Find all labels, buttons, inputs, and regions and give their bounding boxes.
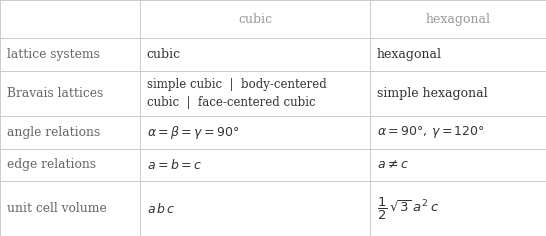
Text: Bravais lattices: Bravais lattices	[7, 87, 103, 100]
Text: simple hexagonal: simple hexagonal	[377, 87, 488, 100]
Text: $a = b = c$: $a = b = c$	[147, 158, 202, 172]
Text: $\alpha = 90°,\, \gamma = 120°$: $\alpha = 90°,\, \gamma = 120°$	[377, 124, 485, 140]
Text: $a\,b\,c$: $a\,b\,c$	[147, 202, 175, 215]
Text: angle relations: angle relations	[7, 126, 100, 139]
Text: cubic: cubic	[147, 48, 181, 61]
Text: cubic: cubic	[238, 13, 272, 26]
Text: $\dfrac{1}{2}\,\sqrt{3}\;a^2\,c$: $\dfrac{1}{2}\,\sqrt{3}\;a^2\,c$	[377, 195, 439, 222]
Text: hexagonal: hexagonal	[425, 13, 491, 26]
Text: $\alpha = \beta = \gamma = 90°$: $\alpha = \beta = \gamma = 90°$	[147, 124, 240, 141]
Text: lattice systems: lattice systems	[7, 48, 99, 61]
Text: simple cubic  |  body-centered
cubic  |  face-centered cubic: simple cubic | body-centered cubic | fac…	[147, 78, 327, 109]
Text: unit cell volume: unit cell volume	[7, 202, 106, 215]
Text: hexagonal: hexagonal	[377, 48, 442, 61]
Text: $a \neq c$: $a \neq c$	[377, 158, 408, 171]
Text: edge relations: edge relations	[7, 158, 96, 171]
